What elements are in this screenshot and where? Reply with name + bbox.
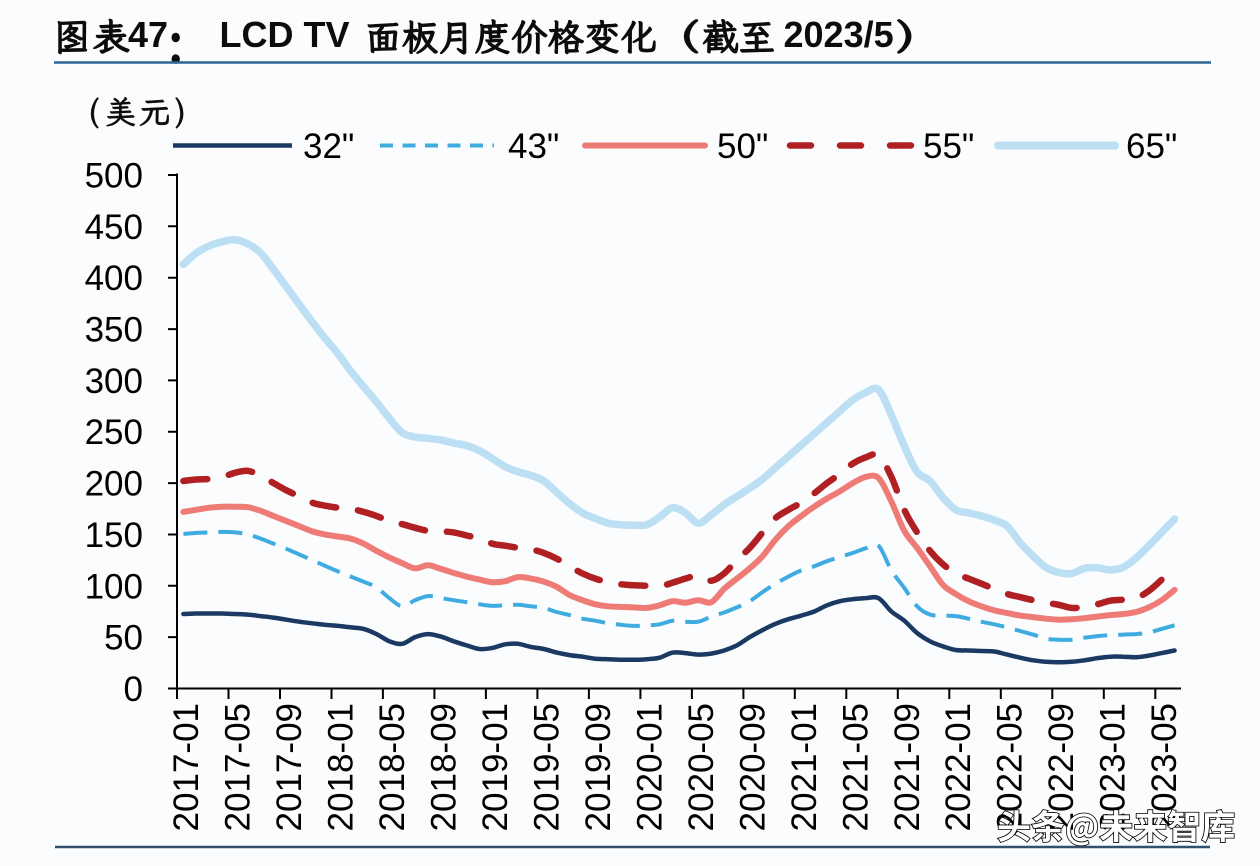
svg-text:2020-05: 2020-05 <box>682 703 721 831</box>
svg-text:2018-01: 2018-01 <box>321 703 360 831</box>
svg-text:100: 100 <box>85 567 143 606</box>
svg-text:150: 150 <box>85 516 143 555</box>
svg-text:400: 400 <box>85 259 143 298</box>
svg-text:2021-01: 2021-01 <box>785 703 824 831</box>
svg-text:2019-05: 2019-05 <box>527 703 566 831</box>
svg-text:2017-01: 2017-01 <box>167 703 206 831</box>
svg-text:500: 500 <box>85 157 143 196</box>
svg-text:2018-05: 2018-05 <box>373 703 412 831</box>
svg-text:LCD TV: LCD TV <box>220 14 350 55</box>
svg-text:2020-01: 2020-01 <box>630 703 669 831</box>
svg-text:55": 55" <box>923 127 974 166</box>
svg-text:2018-09: 2018-09 <box>424 703 463 831</box>
svg-text:2023-01: 2023-01 <box>1094 703 1133 831</box>
svg-text:2022-01: 2022-01 <box>939 703 978 831</box>
svg-text:50: 50 <box>104 619 143 658</box>
svg-text:0: 0 <box>124 670 143 709</box>
svg-text:450: 450 <box>85 208 143 247</box>
svg-text:2022-09: 2022-09 <box>1042 703 1081 831</box>
svg-text:47: 47 <box>128 14 168 55</box>
svg-text:2021-05: 2021-05 <box>836 703 875 831</box>
svg-text:2017-05: 2017-05 <box>218 703 257 831</box>
svg-text:2019-09: 2019-09 <box>579 703 618 831</box>
svg-text:65": 65" <box>1126 127 1177 166</box>
svg-text:200: 200 <box>85 465 143 504</box>
svg-text:2017-09: 2017-09 <box>270 703 309 831</box>
svg-text:2019-01: 2019-01 <box>476 703 515 831</box>
svg-text:250: 250 <box>85 413 143 452</box>
svg-text:300: 300 <box>85 362 143 401</box>
svg-text:32": 32" <box>303 127 354 166</box>
svg-text:43": 43" <box>508 127 559 166</box>
svg-text:350: 350 <box>85 311 143 350</box>
svg-text:2022-05: 2022-05 <box>991 703 1030 831</box>
svg-text:2020-09: 2020-09 <box>733 703 772 831</box>
svg-text:2023/5: 2023/5 <box>784 14 894 55</box>
svg-text:50": 50" <box>717 127 768 166</box>
svg-text:2021-09: 2021-09 <box>888 703 927 831</box>
